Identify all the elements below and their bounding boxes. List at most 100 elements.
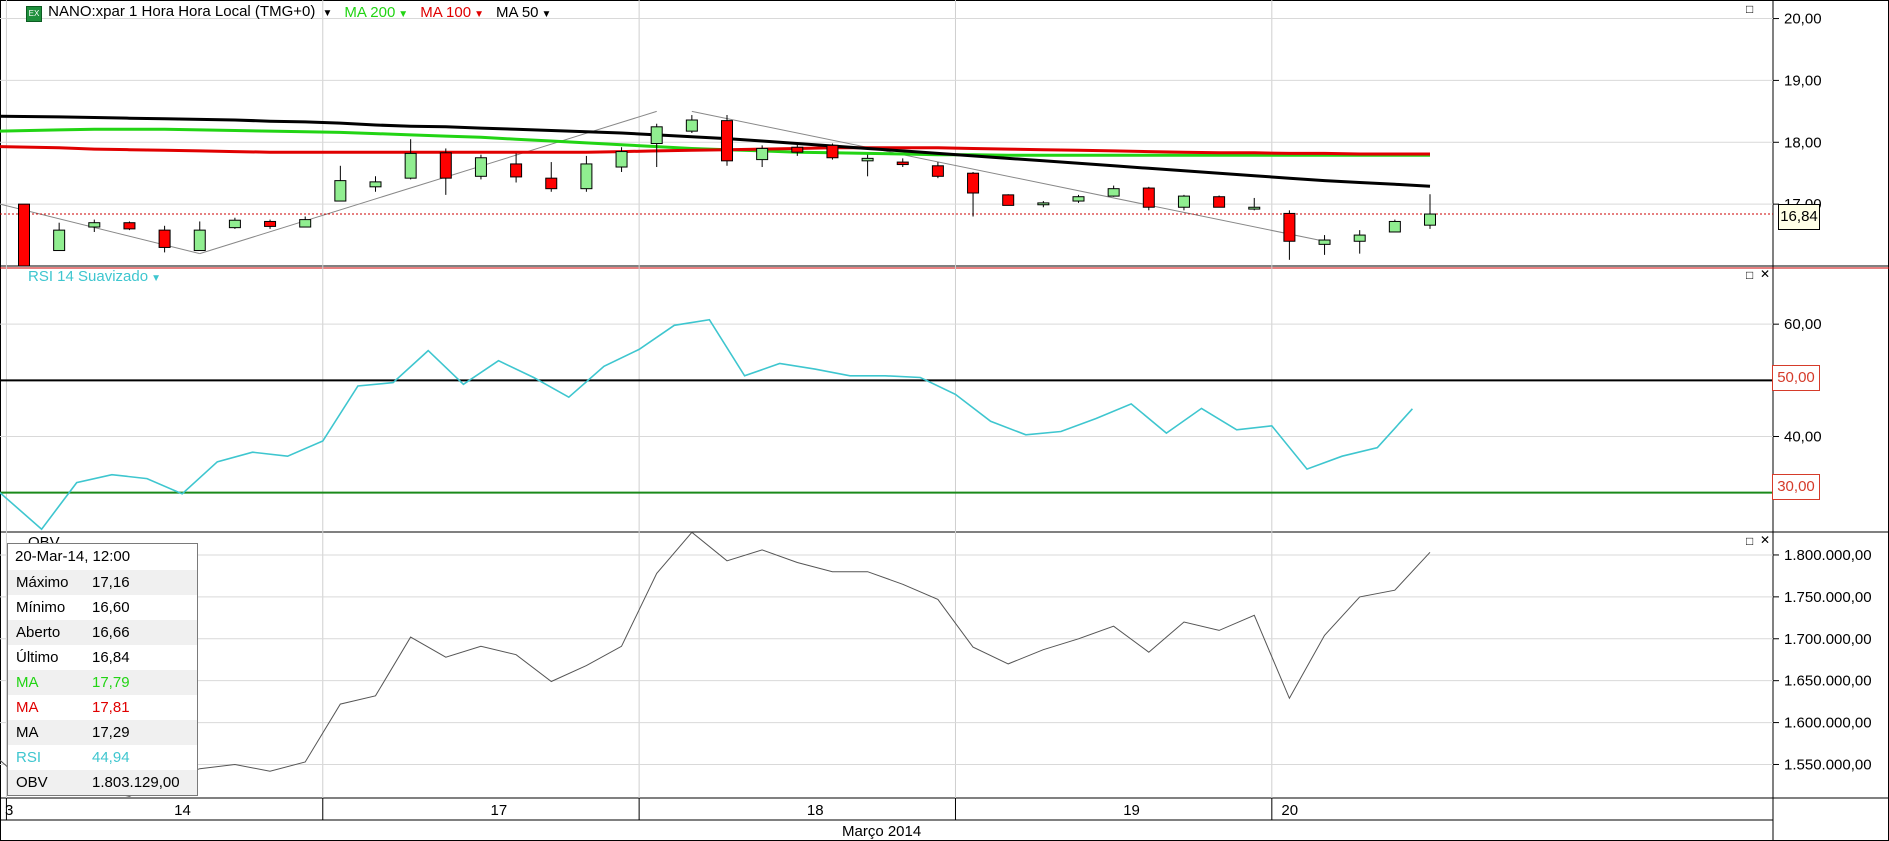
data-window: 20-Mar-14, 12:00 Máximo 17,16 Mínimo 16,60 A… [7, 543, 198, 796]
candle-body [158, 229, 171, 248]
obv-tick-label: 1.700.000,00 [1784, 631, 1872, 648]
candle-body [650, 126, 663, 145]
candle-body [369, 181, 382, 188]
candle-body [1037, 202, 1050, 206]
instrument-title: NANO:xpar 1 Hora Hora Local (TMG+0) [48, 2, 316, 20]
data-window-row: MA 17,81 [8, 695, 197, 720]
candle-body [18, 203, 30, 267]
obv-tick-label: 1.650.000,00 [1784, 673, 1872, 690]
candle-body [88, 222, 101, 228]
candle-body [123, 222, 136, 230]
x-tick-label: 14 [174, 802, 191, 819]
x-tick-label: 3 [5, 802, 13, 819]
chart-header: EX NANO:xpar 1 Hora Hora Local (TMG+0) ▼… [26, 2, 551, 22]
candle-body [299, 219, 312, 228]
candle-body [474, 157, 487, 177]
data-window-row: Mínimo 16,60 [8, 595, 197, 620]
close-icon[interactable]: ✕ [1760, 533, 1771, 547]
price-tick-label: 19,00 [1784, 72, 1822, 89]
candle-body [580, 163, 593, 190]
data-window-value: 16,84 [92, 649, 130, 666]
last-price-tag: 16,84 [1778, 204, 1820, 230]
price-tick-label: 18,00 [1784, 134, 1822, 151]
obv-tick-label: 1.800.000,00 [1784, 547, 1872, 564]
candle-body [756, 147, 769, 161]
data-window-row: Aberto 16,66 [8, 620, 197, 645]
candle-body [861, 157, 874, 162]
ma50-label: MA 50 [495, 3, 539, 21]
ma100-label: MA 100 [420, 3, 472, 21]
chevron-down-icon[interactable]: ▼ [541, 8, 552, 20]
data-window-key: RSI [16, 749, 42, 766]
data-window-value: 17,16 [92, 574, 130, 591]
candle-body [228, 219, 241, 229]
x-tick-label: 18 [807, 802, 824, 819]
data-window-row: RSI 44,94 [8, 745, 197, 770]
rsi-tick-label: 60,00 [1784, 316, 1822, 333]
data-window-key: MA [16, 724, 39, 741]
chevron-down-icon[interactable]: ▼ [398, 8, 409, 20]
candle-body [53, 229, 66, 252]
trendline [199, 110, 657, 255]
data-window-row: Último 16,84 [8, 645, 197, 670]
candle-body [896, 161, 909, 166]
maximize-icon[interactable]: □ [1746, 534, 1754, 548]
candle-body [1142, 187, 1155, 208]
ma200-label: MA 200 [344, 3, 396, 21]
maximize-icon[interactable]: □ [1746, 2, 1754, 16]
candle-body [967, 172, 980, 194]
data-window-value: 16,60 [92, 599, 130, 616]
candle-body [685, 119, 698, 132]
x-axis-month-label: Março 2014 [842, 823, 921, 840]
candle-body [1318, 239, 1331, 245]
x-tick-label: 19 [1123, 802, 1140, 819]
obv-tick-label: 1.750.000,00 [1784, 589, 1872, 606]
data-window-row: MA 17,29 [8, 720, 197, 745]
obv-line [0, 531, 1431, 797]
candle-body [193, 229, 206, 252]
instrument-title-group[interactable]: EX NANO:xpar 1 Hora Hora Local (TMG+0) ▼ [26, 3, 332, 22]
candle-body [1177, 195, 1190, 208]
close-icon[interactable]: ✕ [1760, 267, 1771, 281]
candle-body [1072, 196, 1085, 202]
candle-body [264, 220, 277, 227]
chevron-down-icon[interactable]: ▼ [474, 8, 484, 20]
candle-body [439, 152, 452, 179]
x-tick-label: 17 [491, 802, 508, 819]
data-window-row: MA 17,79 [8, 670, 197, 695]
ma50-legend[interactable]: MA 50 ▼ [496, 4, 551, 21]
candle-body [1388, 220, 1401, 233]
data-window-value: 17,81 [92, 699, 130, 716]
candle-body [615, 151, 628, 168]
candle-body [1283, 212, 1296, 242]
ma100-line [0, 145, 1430, 156]
data-window-key: Mínimo [16, 599, 66, 616]
data-window-value: 16,66 [92, 624, 130, 641]
candle-body [1002, 194, 1015, 206]
data-window-key: MA [16, 699, 39, 716]
price-tick-label: 20,00 [1784, 11, 1822, 28]
x-tick-label: 20 [1281, 802, 1298, 819]
candle-body [1424, 213, 1436, 226]
candle-body [1248, 206, 1261, 210]
rsi-legend[interactable]: RSI 14 Suavizado ▼ [28, 268, 161, 285]
data-window-value: 17,29 [92, 724, 130, 741]
data-window-value: 17,79 [92, 674, 130, 691]
trendline [691, 110, 1325, 242]
data-window-value: 44,94 [92, 749, 130, 766]
data-window-row: OBV 1.803.129,00 [8, 770, 197, 795]
chevron-down-icon[interactable]: ▼ [151, 273, 161, 284]
candle-body [1353, 234, 1366, 242]
chevron-down-icon[interactable]: ▼ [322, 7, 333, 19]
ma100-legend[interactable]: MA 100 ▼ [420, 4, 484, 21]
candle-body [545, 177, 558, 190]
data-window-key: Máximo [16, 574, 69, 591]
candle-body [721, 120, 733, 162]
data-window-key: Aberto [16, 624, 61, 641]
candle-body [1107, 188, 1120, 197]
maximize-icon[interactable]: □ [1746, 268, 1754, 282]
ma200-legend[interactable]: MA 200 ▼ [344, 4, 408, 21]
rsi-tick-label: 40,00 [1784, 429, 1822, 446]
